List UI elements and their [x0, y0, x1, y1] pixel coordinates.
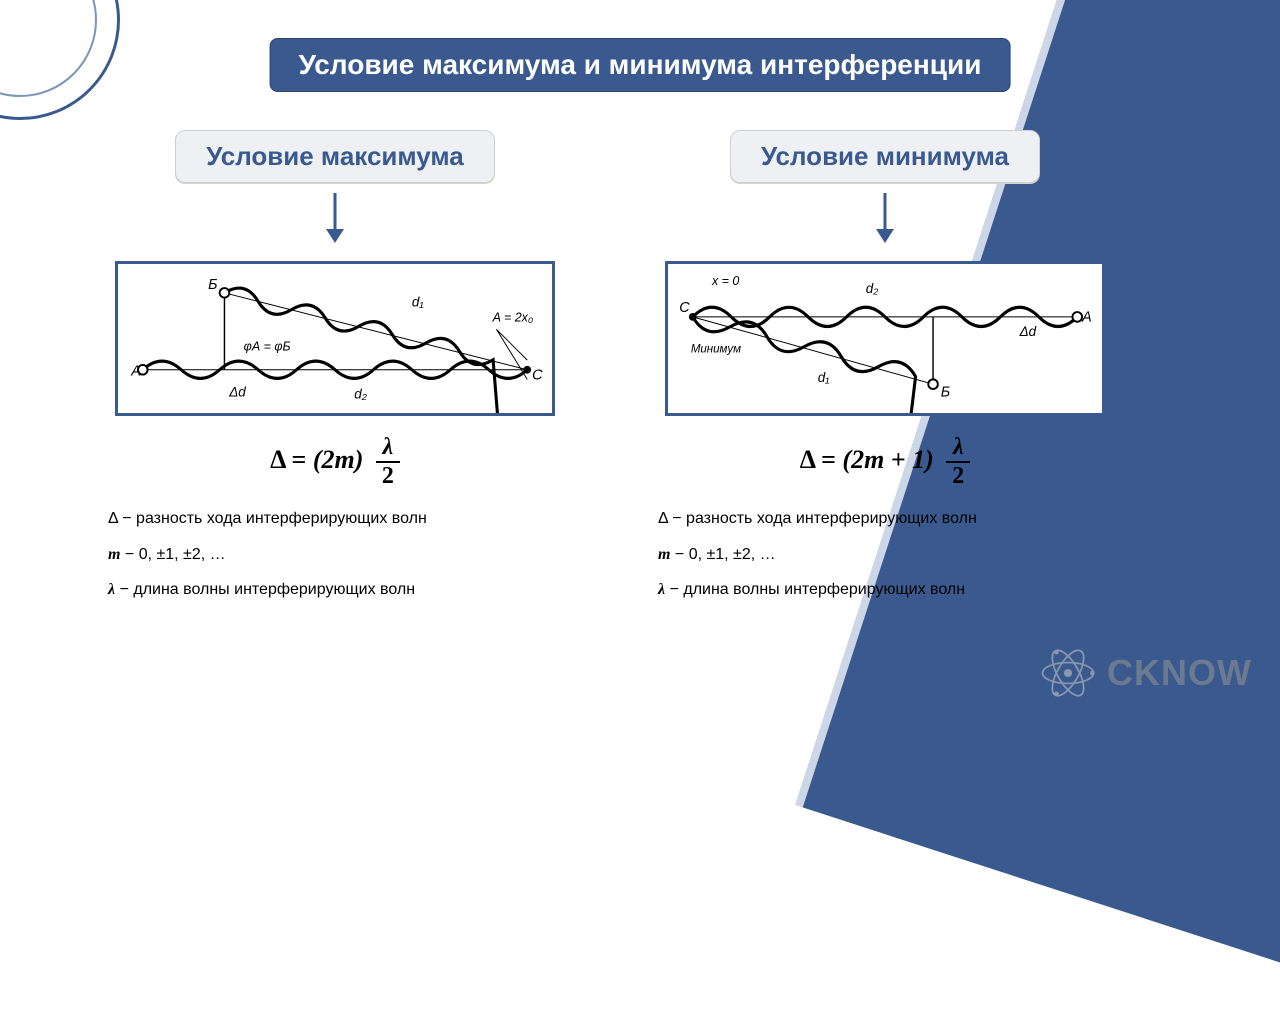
label-x0: x = 0 [711, 274, 739, 288]
label-d2: d₂ [354, 387, 367, 402]
label-d2: d₂ [866, 281, 879, 296]
content-columns: Условие максимума А [100, 130, 1120, 613]
diagram-minimum: С А Б d₂ d₁ Δd x = 0 Минимум [665, 261, 1105, 416]
label-dd: Δd [228, 385, 246, 400]
formula-minimum: Δ = (2m + 1) λ 2 [800, 434, 971, 490]
label-d1: d₁ [818, 370, 830, 385]
main-title: Условие максимума и минимума интерференц… [270, 38, 1011, 92]
label-C: С [679, 300, 690, 316]
label-B: Б [208, 277, 217, 293]
subtitle-minimum: Условие минимума [730, 130, 1040, 183]
column-minimum: Условие минимума С А Б d₂ d₁ [650, 130, 1120, 613]
formula-2m1: (2m + 1) [842, 445, 933, 474]
formula-frac-num: λ [376, 434, 400, 463]
formula-delta: Δ = [800, 445, 843, 474]
atom-icon [1039, 644, 1097, 702]
label-2x0: A = 2x₀ [492, 311, 534, 325]
legend-delta: Δ − разность хода интерферирующих волн [108, 506, 570, 532]
formula-2m: (2m) [313, 445, 364, 474]
formula-frac-num: λ [946, 434, 970, 463]
legend-delta: Δ − разность хода интерферирующих волн [658, 506, 1120, 532]
label-dd: Δd [1019, 324, 1037, 339]
formula-maximum: Δ = (2m) λ 2 [270, 434, 400, 490]
label-C: С [532, 367, 543, 383]
column-maximum: Условие максимума А [100, 130, 570, 613]
legend-lambda: − длина волны интерферирующих волн [120, 581, 415, 598]
logo-text: CKNOW [1107, 652, 1252, 694]
formula-frac-den: 2 [376, 463, 400, 490]
subtitle-maximum: Условие максимума [175, 130, 495, 183]
legend-minimum: Δ − разность хода интерферирующих волн m… [650, 506, 1120, 613]
logo: CKNOW [1039, 644, 1252, 702]
legend-m: − 0, ±1, ±2, … [125, 546, 226, 563]
label-min: Минимум [691, 343, 741, 355]
legend-m: − 0, ±1, ±2, … [675, 546, 776, 563]
legend-lambda: − длина волны интерферирующих волн [670, 581, 965, 598]
corner-circle-decoration [0, 0, 120, 120]
legend-maximum: Δ − разность хода интерферирующих волн m… [100, 506, 570, 613]
label-phase: φА = φБ [244, 340, 291, 354]
label-d1: d₁ [412, 294, 424, 309]
formula-frac-den: 2 [946, 463, 970, 490]
label-A: А [130, 364, 141, 380]
diagram-maximum: А Б С d₁ d₂ Δd φА = φБ A = 2x₀ [115, 261, 555, 416]
label-B: Б [941, 385, 950, 401]
label-A: А [1081, 310, 1092, 326]
formula-delta: Δ = [270, 445, 313, 474]
